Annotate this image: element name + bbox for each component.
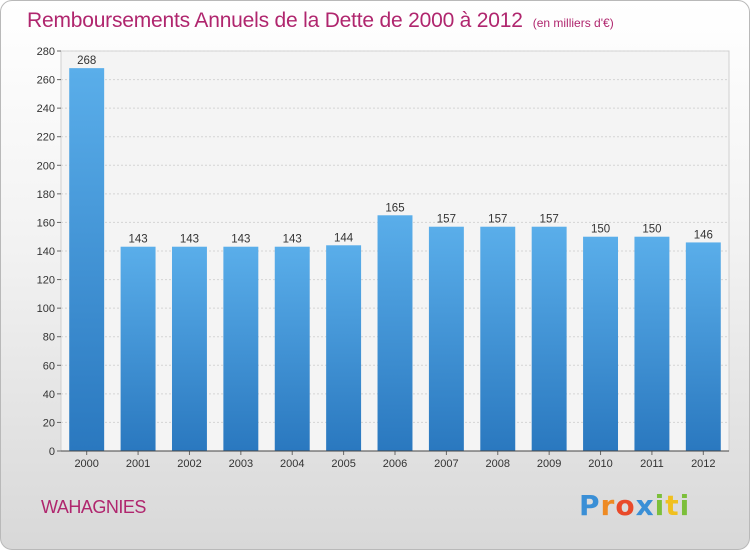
y-axis-ticks: 0 20 40 60 80 100 120 140 160 180 200 220 240 260 280 xyxy=(37,46,61,458)
y-tick-label: 140 xyxy=(37,246,55,258)
x-tick-label: 2004 xyxy=(280,458,304,470)
bar-2009 xyxy=(531,226,567,451)
unit-label: (en milliers d'€) xyxy=(532,16,614,30)
value-label: 143 xyxy=(180,234,199,246)
logo-letter: x xyxy=(635,489,655,522)
x-tick-label: 2003 xyxy=(229,458,253,470)
value-label: 157 xyxy=(488,214,507,226)
y-tick-label: 100 xyxy=(37,303,55,315)
y-tick-label: 60 xyxy=(43,360,55,372)
y-tick-label: 180 xyxy=(37,189,55,201)
bar-2010 xyxy=(583,236,619,451)
x-tick-label: 2006 xyxy=(383,458,407,470)
bar-2008 xyxy=(480,226,516,451)
y-tick-label: 280 xyxy=(37,46,55,58)
logo-letter: i xyxy=(679,489,691,522)
value-label: 268 xyxy=(77,55,96,67)
value-label: 143 xyxy=(283,234,302,246)
y-tick-label: 240 xyxy=(37,103,55,115)
x-tick-label: 2010 xyxy=(588,458,612,470)
value-label: 150 xyxy=(642,224,661,236)
y-tick-label: 80 xyxy=(43,332,55,344)
value-label: 143 xyxy=(231,234,250,246)
bar-2006 xyxy=(377,215,413,451)
title-text: Remboursements Annuels de la Dette de 20… xyxy=(27,9,523,32)
y-tick-label: 20 xyxy=(43,417,55,429)
x-tick-label: 2002 xyxy=(177,458,201,470)
x-tick-label: 2001 xyxy=(126,458,150,470)
value-label: 150 xyxy=(591,224,610,236)
logo-letter: t xyxy=(665,489,680,522)
bar-2001 xyxy=(120,246,156,451)
bar-2011 xyxy=(634,236,670,451)
value-label: 157 xyxy=(437,214,456,226)
y-tick-label: 120 xyxy=(37,275,55,287)
value-label: 144 xyxy=(334,232,354,244)
logo-letter: r xyxy=(600,489,616,522)
y-tick-label: 40 xyxy=(43,389,55,401)
bar-2003 xyxy=(223,246,259,451)
x-tick-label: 2012 xyxy=(691,458,715,470)
value-label: 157 xyxy=(540,214,559,226)
y-tick-label: 260 xyxy=(37,75,55,87)
x-tick-label: 2011 xyxy=(640,458,664,470)
x-tick-label: 2007 xyxy=(434,458,458,470)
logo-letter: i xyxy=(654,489,666,522)
chart-title: Remboursements Annuels de la Dette de 20… xyxy=(27,9,614,33)
x-tick-label: 2008 xyxy=(486,458,510,470)
bar-2005 xyxy=(326,245,362,451)
y-tick-label: 200 xyxy=(37,160,55,172)
commune-name: WAHAGNIES xyxy=(41,497,146,517)
logo-letter: P xyxy=(579,489,601,522)
logo-letter: o xyxy=(615,489,636,522)
bar-2002 xyxy=(171,246,207,451)
value-label: 146 xyxy=(694,229,713,241)
value-label: 165 xyxy=(385,202,404,214)
bar-2007 xyxy=(428,226,464,451)
bars: 268 143 143 143 143 144 165 157 157 157 150 150 146 xyxy=(69,55,721,452)
y-tick-label: 220 xyxy=(37,132,55,144)
x-tick-label: 2000 xyxy=(74,458,98,470)
y-tick-label: 0 xyxy=(49,446,55,458)
bar-2000 xyxy=(69,68,105,452)
bar-2012 xyxy=(685,242,721,451)
bar-2004 xyxy=(274,246,310,451)
value-label: 143 xyxy=(128,234,147,246)
x-axis-ticks: 2000 2001 2002 2003 2004 2005 2006 2007 2008 2009… xyxy=(74,451,716,470)
x-tick-label: 2005 xyxy=(331,458,355,470)
y-tick-label: 160 xyxy=(37,217,55,229)
proxiti-logo: Proxiti xyxy=(579,489,690,522)
x-tick-label: 2009 xyxy=(537,458,561,470)
